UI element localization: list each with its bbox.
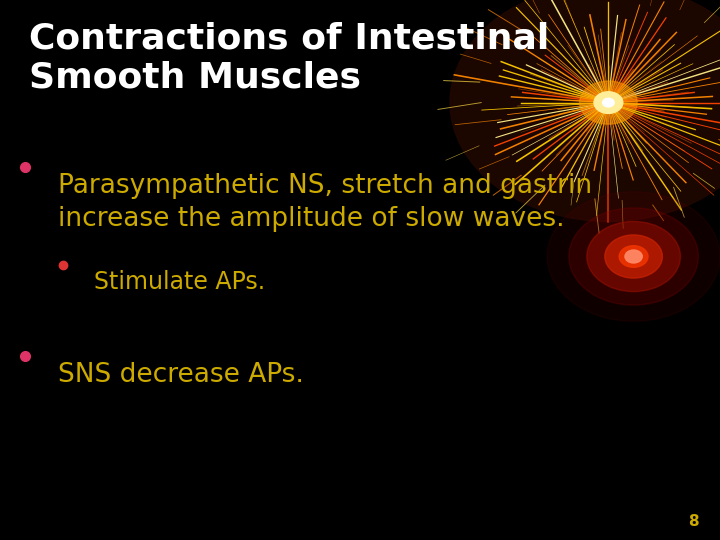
Circle shape — [580, 81, 637, 124]
Circle shape — [450, 0, 720, 221]
Circle shape — [605, 235, 662, 278]
Circle shape — [619, 246, 648, 267]
Circle shape — [547, 192, 720, 321]
Text: SNS decrease APs.: SNS decrease APs. — [58, 362, 303, 388]
Circle shape — [594, 92, 623, 113]
Circle shape — [625, 250, 642, 263]
Text: Parasympathetic NS, stretch and gastrin
increase the amplitude of slow waves.: Parasympathetic NS, stretch and gastrin … — [58, 173, 592, 232]
Text: Contractions of Intestinal
Smooth Muscles: Contractions of Intestinal Smooth Muscle… — [29, 22, 549, 95]
Circle shape — [603, 98, 614, 107]
Circle shape — [587, 221, 680, 292]
Circle shape — [569, 208, 698, 305]
Text: 8: 8 — [688, 514, 698, 529]
Text: Stimulate APs.: Stimulate APs. — [94, 270, 265, 294]
